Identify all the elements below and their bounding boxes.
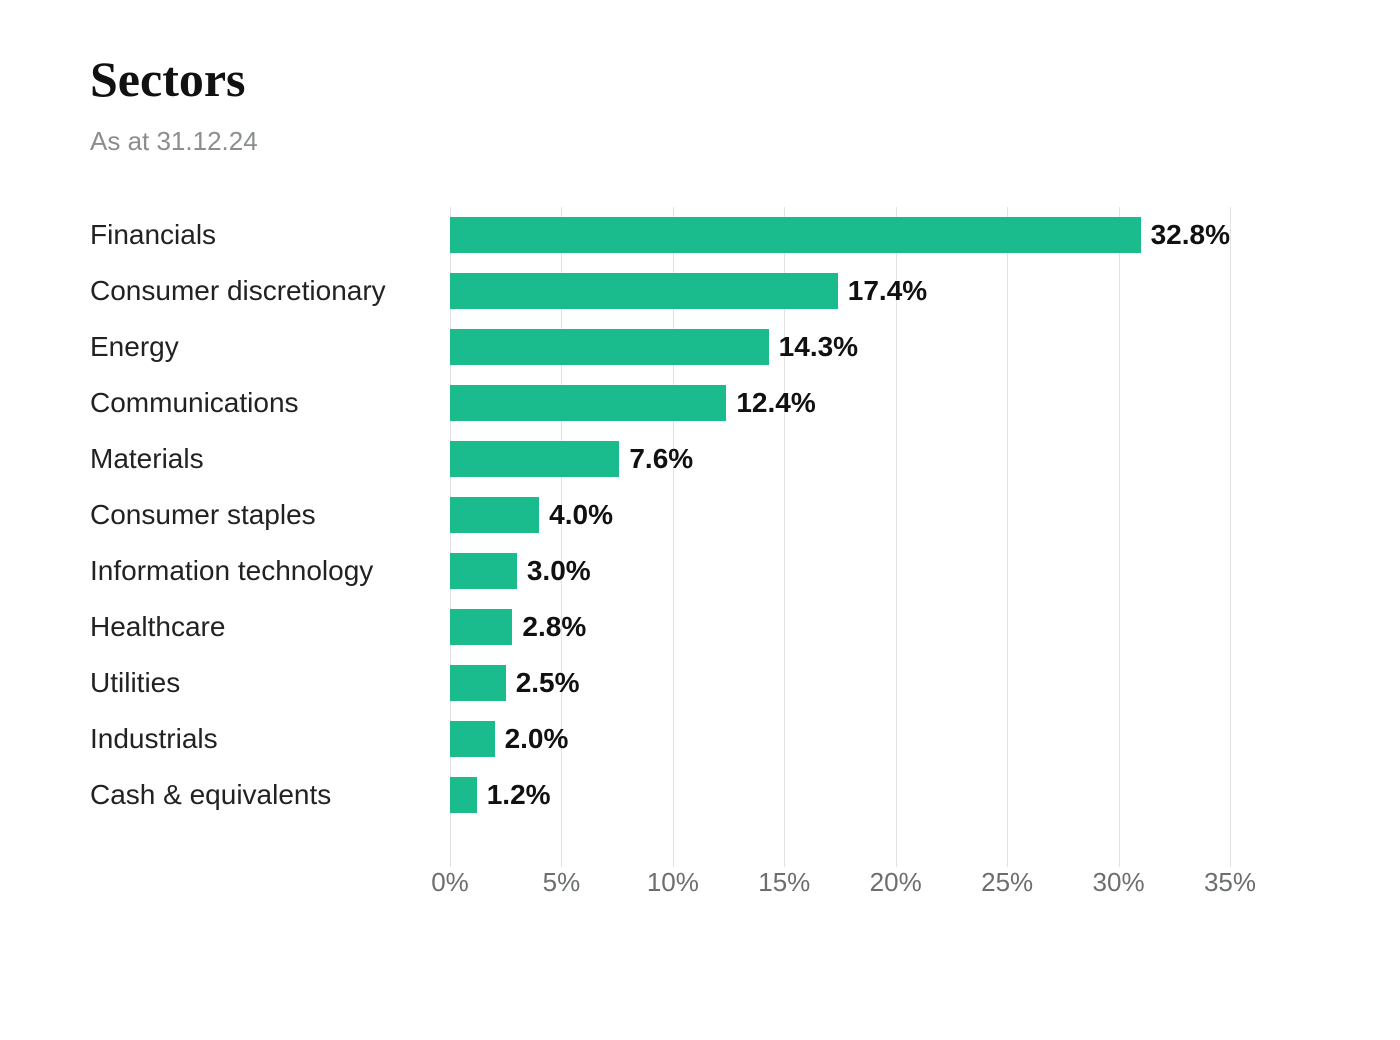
bar-row: 32.8%: [450, 217, 1230, 253]
x-tick-label: 25%: [981, 867, 1033, 898]
category-label: Materials: [90, 431, 450, 487]
bar-row: 7.6%: [450, 441, 1230, 477]
category-labels-column: FinancialsConsumer discretionaryEnergyCo…: [90, 207, 450, 823]
bar-row: 2.0%: [450, 721, 1230, 757]
bar-value-label: 1.2%: [487, 779, 551, 811]
bar: [450, 609, 512, 645]
category-label: Cash & equivalents: [90, 767, 450, 823]
category-label: Consumer staples: [90, 487, 450, 543]
bar: [450, 329, 769, 365]
bar-row: 17.4%: [450, 273, 1230, 309]
bar: [450, 217, 1141, 253]
bar-row: 12.4%: [450, 385, 1230, 421]
plot-column: 32.8% 17.4% 14.3% 12.4% 7.6% 4.0% 3.0% 2.8% 2.5%…: [450, 207, 1320, 907]
chart-title: Sectors: [90, 50, 1320, 108]
x-tick-label: 0%: [431, 867, 469, 898]
bar-row: 3.0%: [450, 553, 1230, 589]
chart-container: Sectors As at 31.12.24 FinancialsConsume…: [0, 0, 1400, 907]
bar-row: 2.8%: [450, 609, 1230, 645]
bar-value-label: 3.0%: [527, 555, 591, 587]
bar-row: 1.2%: [450, 777, 1230, 813]
bar: [450, 497, 539, 533]
gridline: [1230, 207, 1231, 867]
category-label: Utilities: [90, 655, 450, 711]
category-label: Healthcare: [90, 599, 450, 655]
chart-subtitle: As at 31.12.24: [90, 126, 1320, 157]
bar: [450, 441, 619, 477]
bar: [450, 385, 726, 421]
chart-body: FinancialsConsumer discretionaryEnergyCo…: [90, 207, 1320, 907]
bar-row: 14.3%: [450, 329, 1230, 365]
bar: [450, 273, 838, 309]
category-label: Communications: [90, 375, 450, 431]
bar-row: 2.5%: [450, 665, 1230, 701]
bar-value-label: 2.5%: [516, 667, 580, 699]
bar-value-label: 2.8%: [522, 611, 586, 643]
category-label: Consumer discretionary: [90, 263, 450, 319]
bar: [450, 553, 517, 589]
bar-row: 4.0%: [450, 497, 1230, 533]
category-label: Financials: [90, 207, 450, 263]
bar: [450, 665, 506, 701]
bar-value-label: 32.8%: [1151, 219, 1230, 251]
x-tick-label: 10%: [647, 867, 699, 898]
bar-value-label: 17.4%: [848, 275, 927, 307]
bar-value-label: 7.6%: [629, 443, 693, 475]
bar-value-label: 4.0%: [549, 499, 613, 531]
x-tick-label: 30%: [1093, 867, 1145, 898]
x-tick-label: 5%: [543, 867, 581, 898]
x-tick-label: 15%: [758, 867, 810, 898]
bar-value-label: 2.0%: [505, 723, 569, 755]
bar: [450, 721, 495, 757]
category-label: Energy: [90, 319, 450, 375]
category-label: Industrials: [90, 711, 450, 767]
x-axis: 0%5%10%15%20%25%30%35%: [450, 867, 1230, 907]
bar: [450, 777, 477, 813]
bar-value-label: 14.3%: [779, 331, 858, 363]
x-tick-label: 20%: [870, 867, 922, 898]
plot-area: 32.8% 17.4% 14.3% 12.4% 7.6% 4.0% 3.0% 2.8% 2.5%…: [450, 207, 1230, 867]
x-tick-label: 35%: [1204, 867, 1256, 898]
bar-value-label: 12.4%: [736, 387, 815, 419]
category-label: Information technology: [90, 543, 450, 599]
